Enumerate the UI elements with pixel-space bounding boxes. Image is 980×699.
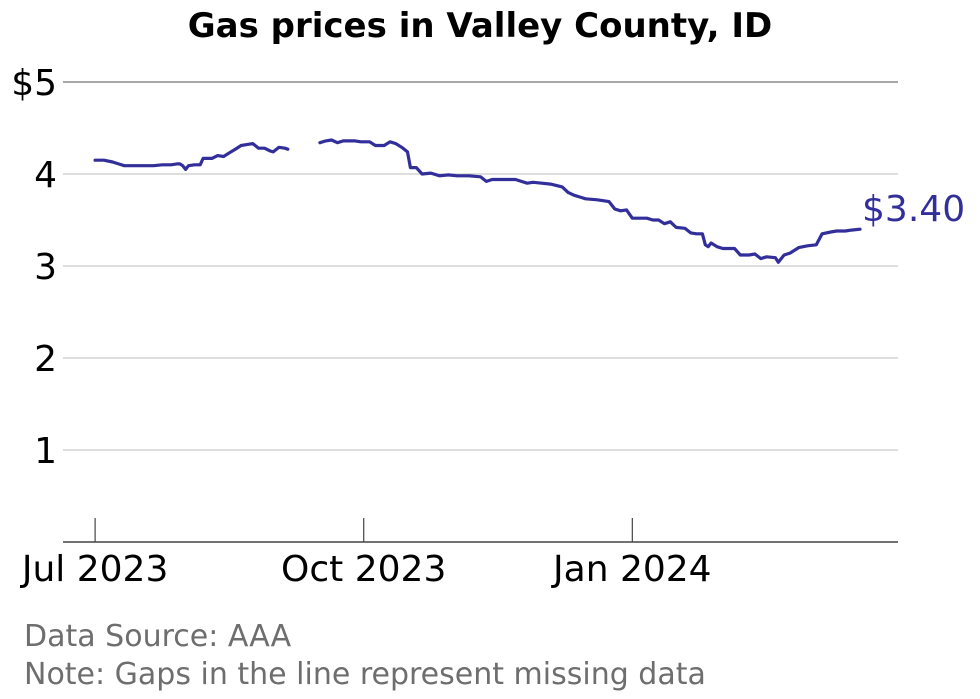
x-axis-ticks: Jul 2023 Oct 2023 Jan 2024 xyxy=(20,518,712,590)
x-tick-label: Oct 2023 xyxy=(281,549,446,590)
data-source-note: Data Source: AAA xyxy=(24,619,292,654)
y-tick-label: $5 xyxy=(11,63,57,104)
missing-data-note: Note: Gaps in the line represent missing… xyxy=(24,657,706,692)
y-tick-label: 2 xyxy=(34,339,57,380)
y-tick-label: 3 xyxy=(34,247,57,288)
y-axis-ticks: $5 4 3 2 1 xyxy=(11,63,57,472)
y-tick-label: 1 xyxy=(34,431,57,472)
end-value-label: $3.40 xyxy=(862,189,965,230)
series-line-segment xyxy=(93,142,290,171)
series-lines xyxy=(93,138,862,264)
gridlines xyxy=(63,81,898,451)
chart-title: Gas prices in Valley County, ID xyxy=(188,6,773,46)
x-tick-label: Jan 2024 xyxy=(551,549,712,590)
series-line-segment xyxy=(318,138,862,264)
x-tick-label: Jul 2023 xyxy=(20,549,169,590)
y-tick-label: 4 xyxy=(34,155,57,196)
